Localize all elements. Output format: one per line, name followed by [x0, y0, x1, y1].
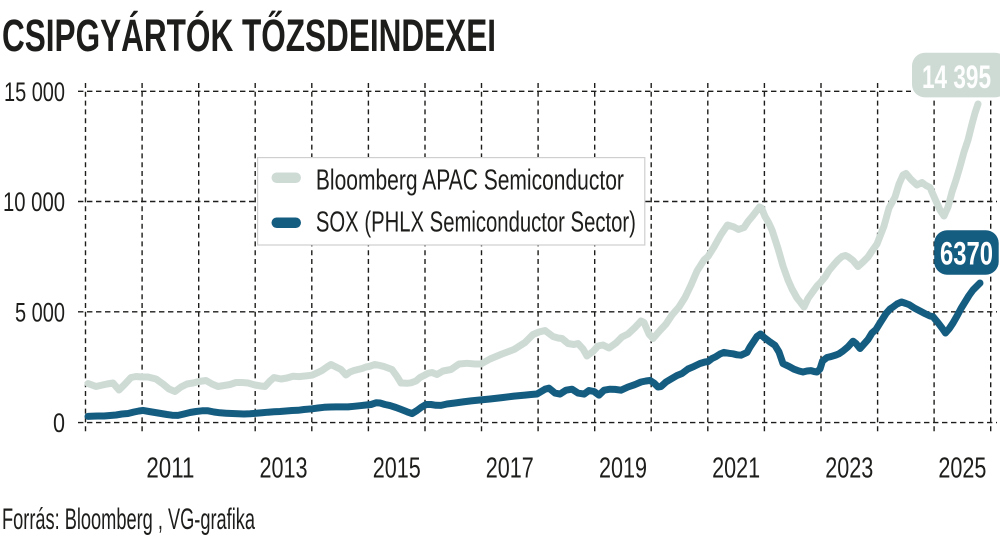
svg-text:5 000: 5 000 [15, 297, 65, 327]
svg-text:2021: 2021 [712, 453, 760, 485]
svg-text:6370: 6370 [940, 236, 993, 272]
svg-text:Forrás: Bloomberg , VG-grafika: Forrás: Bloomberg , VG-grafika [2, 503, 255, 536]
svg-text:14 395: 14 395 [922, 59, 991, 95]
svg-text:2023: 2023 [825, 453, 873, 485]
svg-text:2017: 2017 [486, 453, 534, 485]
svg-text:2015: 2015 [373, 453, 421, 485]
svg-text:2011: 2011 [146, 453, 194, 485]
svg-text:Bloomberg APAC Semiconductor: Bloomberg APAC Semiconductor [316, 165, 624, 197]
svg-text:2019: 2019 [599, 453, 647, 485]
svg-text:CSIPGYÁRTÓK TŐZSDEINDEXEI: CSIPGYÁRTÓK TŐZSDEINDEXEI [2, 10, 496, 61]
svg-text:15 000: 15 000 [4, 77, 65, 107]
svg-text:SOX (PHLX Semiconductor Sector: SOX (PHLX Semiconductor Sector) [316, 207, 636, 239]
svg-text:0: 0 [53, 408, 65, 438]
svg-text:10 000: 10 000 [3, 187, 65, 217]
svg-text:2025: 2025 [938, 453, 986, 485]
svg-text:2013: 2013 [260, 453, 308, 485]
